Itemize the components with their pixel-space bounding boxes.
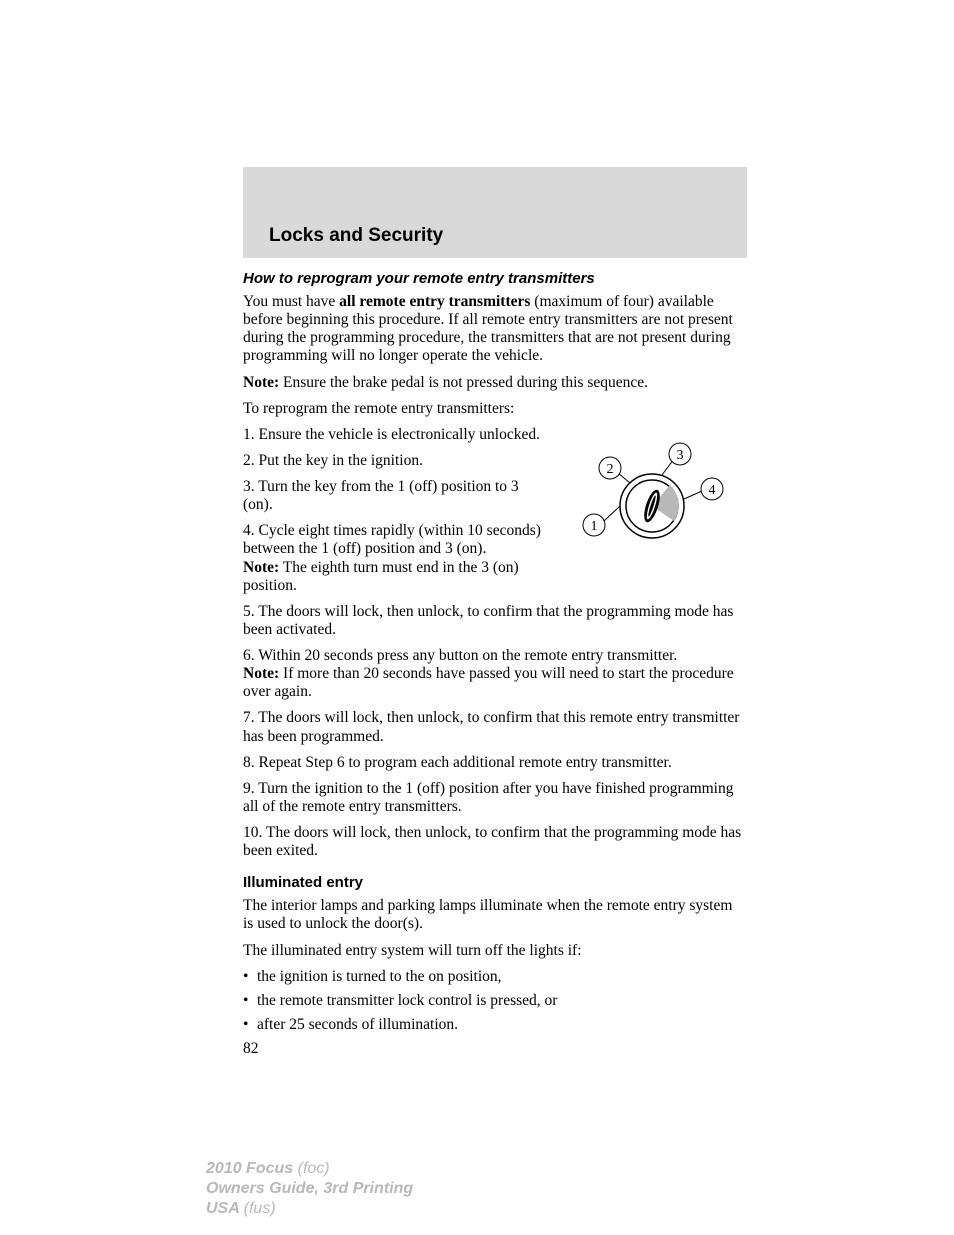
lead-sentence: To reprogram the remote entry transmitte… [243, 400, 746, 418]
step-6: 6. Within 20 seconds press any button on… [243, 647, 746, 701]
illum-bullet-list: the ignition is turned to the on positio… [243, 968, 746, 1034]
bullet-item: the remote transmitter lock control is p… [257, 992, 746, 1010]
bullet-item: the ignition is turned to the on positio… [257, 968, 746, 986]
footer-code2: (fus) [244, 1200, 276, 1217]
note-1: Note: Ensure the brake pedal is not pres… [243, 374, 746, 392]
footer-line-1: 2010 Focus (foc) [206, 1159, 413, 1179]
step-4-text: 4. Cycle eight times rapidly (within 10 … [243, 522, 541, 557]
intro-bold: all remote entry transmitters [339, 293, 530, 310]
step-6-text: 6. Within 20 seconds press any button on… [243, 647, 677, 664]
step-10: 10. The doors will lock, then unlock, to… [243, 824, 746, 860]
step-4: 4. Cycle eight times rapidly (within 10 … [243, 522, 543, 595]
ignition-diagram: 1 2 3 4 [552, 441, 747, 566]
step-6-note-text: If more than 20 seconds have passed you … [243, 665, 734, 700]
label-2: 2 [599, 457, 621, 479]
step-6-note-label: Note: [243, 665, 279, 682]
label-1: 1 [583, 514, 605, 536]
svg-text:3: 3 [677, 448, 684, 463]
section-header-block: Locks and Security [243, 167, 747, 258]
footer-line-3: USA (fus) [206, 1199, 413, 1219]
step-4-note-label: Note: [243, 559, 279, 576]
leader-1-icon [604, 506, 620, 521]
footer-code1: (foc) [298, 1160, 330, 1177]
bullet-item: after 25 seconds of illumination. [257, 1016, 746, 1034]
footer-region: USA [206, 1200, 244, 1217]
step-3: 3. Turn the key from the 1 (off) positio… [243, 478, 543, 514]
leader-4-icon [684, 491, 702, 499]
step-4-note-text: The eighth turn must end in the 3 (on) p… [243, 559, 519, 594]
section-title: Locks and Security [269, 225, 747, 247]
svg-text:2: 2 [607, 462, 614, 477]
label-4: 4 [701, 478, 723, 500]
subheading-illuminated: Illuminated entry [243, 874, 746, 891]
leader-2-icon [618, 473, 630, 483]
step-5: 5. The doors will lock, then unlock, to … [243, 603, 746, 639]
intro-pre: You must have [243, 293, 339, 310]
intro-paragraph: You must have all remote entry transmitt… [243, 293, 746, 366]
step-7: 7. The doors will lock, then unlock, to … [243, 709, 746, 745]
step-9: 9. Turn the ignition to the 1 (off) posi… [243, 780, 746, 816]
note-label: Note: [243, 374, 279, 391]
footer-model: 2010 Focus [206, 1160, 298, 1177]
illum-p2: The illuminated entry system will turn o… [243, 942, 746, 960]
label-3: 3 [669, 443, 691, 465]
page-number: 82 [243, 1040, 746, 1058]
svg-text:1: 1 [591, 519, 598, 534]
page-content: How to reprogram your remote entry trans… [243, 270, 746, 1058]
subheading-reprogram: How to reprogram your remote entry trans… [243, 270, 746, 287]
footer-block: 2010 Focus (foc) Owners Guide, 3rd Print… [206, 1159, 413, 1219]
note-text: Ensure the brake pedal is not pressed du… [279, 374, 648, 391]
footer-line-2: Owners Guide, 3rd Printing [206, 1179, 413, 1199]
svg-text:4: 4 [709, 483, 716, 498]
illum-p1: The interior lamps and parking lamps ill… [243, 897, 746, 933]
ignition-diagram-svg: 1 2 3 4 [552, 441, 747, 566]
step-8: 8. Repeat Step 6 to program each additio… [243, 754, 746, 772]
